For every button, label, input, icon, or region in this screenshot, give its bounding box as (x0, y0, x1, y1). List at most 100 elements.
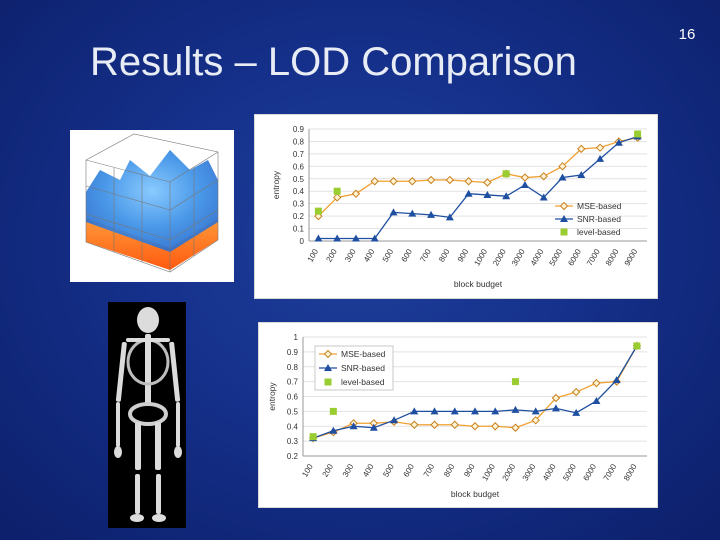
data-point (351, 234, 360, 242)
y-tick-label: 0.6 (293, 162, 305, 171)
x-tick-label: 9000 (623, 247, 640, 267)
data-point (592, 378, 601, 388)
x-tick-label: 2000 (491, 247, 508, 267)
y-tick-label: 0.4 (287, 422, 299, 431)
data-point (332, 193, 342, 202)
data-point (329, 407, 337, 415)
data-point (491, 407, 500, 415)
y-tick-label: 0 (300, 237, 305, 246)
x-tick-label: 200 (324, 247, 339, 264)
legend-label: level-based (577, 227, 621, 237)
x-tick-label: 700 (422, 462, 437, 479)
data-point (491, 422, 500, 431)
series-level-based (314, 130, 642, 215)
data-point (333, 187, 341, 195)
data-point (633, 342, 641, 350)
legend-marker (560, 228, 568, 236)
x-tick-label: 300 (341, 462, 356, 479)
y-tick-label: 0.4 (293, 187, 305, 196)
data-point (502, 170, 510, 178)
data-point (551, 393, 561, 403)
x-tick-label: 400 (361, 462, 376, 479)
x-tick-label: 5000 (561, 462, 578, 482)
x-tick-label: 6000 (581, 462, 598, 482)
volume-rendering-graphic (85, 133, 219, 273)
x-tick-label: 900 (462, 462, 477, 479)
legend-label: MSE-based (577, 201, 622, 211)
data-point (369, 423, 378, 431)
data-point (531, 407, 540, 415)
data-point (333, 234, 342, 242)
data-point (464, 177, 473, 186)
y-tick-label: 0.3 (287, 437, 299, 446)
x-axis-label: block budget (454, 279, 503, 289)
legend-marker (560, 215, 568, 222)
y-tick-label: 0.7 (293, 150, 305, 159)
x-tick-label: 500 (381, 247, 396, 264)
data-point (511, 405, 520, 413)
x-tick-label: 300 (343, 247, 358, 264)
x-tick-label: 1000 (472, 247, 489, 267)
y-axis-label: entropy (271, 170, 281, 199)
skeleton-graphic (114, 307, 182, 522)
lod-chart-top-svg: 0 0.1 0.2 0.3 0.4 0.5 0.6 0.7 0.8 0.9 100 200 300 400… (271, 125, 647, 289)
x-tick-label: 7000 (602, 462, 619, 482)
legend-marker (324, 364, 332, 371)
skeleton-xray-image (108, 302, 186, 528)
data-point (464, 189, 473, 197)
data-point (309, 433, 317, 441)
data-point (592, 396, 601, 404)
data-point (426, 175, 436, 185)
y-tick-label: 0.8 (293, 137, 305, 146)
data-point (389, 177, 398, 186)
data-point (571, 387, 581, 397)
data-point (531, 416, 540, 425)
x-tick-label: 200 (321, 462, 336, 479)
data-point (430, 420, 439, 429)
data-point (450, 420, 459, 429)
legend-label: SNR-based (341, 363, 385, 373)
data-point (595, 143, 605, 152)
data-point (612, 376, 621, 384)
data-point (577, 171, 586, 179)
y-tick-label: 0.2 (293, 212, 305, 221)
x-tick-label: 3000 (510, 247, 527, 267)
data-point (314, 207, 322, 215)
legend-label: level-based (341, 377, 385, 387)
data-point (450, 407, 459, 415)
data-point (370, 177, 379, 186)
y-tick-label: 0.7 (287, 378, 299, 387)
data-point (596, 154, 605, 162)
slide-number: 16 (678, 26, 696, 43)
data-point (539, 172, 548, 181)
x-tick-label: 800 (442, 462, 457, 479)
x-tick-label: 700 (418, 247, 433, 264)
series-snr-based (314, 132, 642, 242)
y-tick-label: 0.1 (293, 225, 305, 234)
x-tick-label: 4000 (541, 462, 558, 482)
y-tick-label: 0.9 (287, 348, 299, 357)
y-tick-label: 0.2 (287, 452, 299, 461)
data-point (511, 378, 519, 386)
data-point (410, 407, 419, 415)
legend-label: SNR-based (577, 214, 621, 224)
x-tick-label: 8000 (622, 462, 639, 482)
data-point (483, 190, 492, 198)
lod-chart-bottom-svg: 0.2 0.3 0.4 0.5 0.6 0.7 0.8 0.9 1 100 200 300 400 500… (267, 333, 647, 499)
data-point (558, 162, 567, 171)
data-point (614, 138, 623, 146)
data-point (577, 144, 586, 154)
data-point (314, 234, 323, 242)
lod-chart-bottom: 0.2 0.3 0.4 0.5 0.6 0.7 0.8 0.9 1 100 200 300 400 500… (258, 322, 658, 508)
slide-title: Results – LOD Comparison (90, 40, 577, 84)
volume-rendering-image (70, 130, 234, 282)
x-tick-label: 1000 (480, 462, 497, 482)
y-tick-label: 0.8 (287, 363, 299, 372)
data-point (445, 213, 454, 221)
y-axis-label: entropy (267, 382, 277, 411)
x-tick-label: 900 (456, 247, 471, 264)
data-point (427, 210, 436, 218)
data-point (520, 181, 529, 188)
legend-marker (324, 378, 332, 386)
data-point (390, 416, 399, 424)
